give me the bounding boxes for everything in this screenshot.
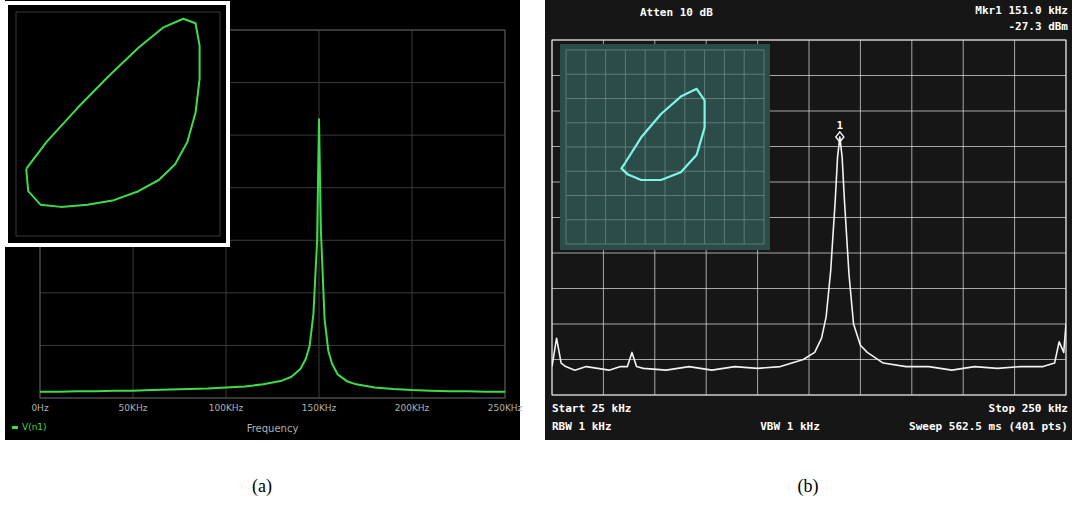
- panel-a: 0Hz 50KHz 100KHz 150KHz 200KHz 250KHz Frequenc…: [5, 0, 523, 440]
- panel-background: [5, 0, 520, 440]
- marker-label: 1: [837, 119, 844, 132]
- x-axis-title: Frequency: [247, 423, 299, 434]
- analyzer-annotation: -27.3 dBm: [1008, 20, 1068, 33]
- analyzer-annotation: VBW 1 kHz: [760, 420, 820, 433]
- plot-marks: [621, 89, 704, 180]
- inset-b: [560, 44, 770, 250]
- y-grid-line: [566, 98, 764, 99]
- legend-swatch: [12, 426, 18, 429]
- analyzer-annotation: Mkr1 151.0 kHz: [975, 4, 1068, 17]
- y-grid-line: [566, 171, 764, 172]
- y-grid-line: [566, 219, 764, 220]
- y-grid-line: [566, 244, 764, 245]
- panel-caption: (a): [252, 476, 272, 497]
- y-grid-line: [566, 74, 764, 75]
- y-grid-line: [566, 195, 764, 196]
- panel-background: [545, 0, 1072, 440]
- peak-marker: [836, 132, 844, 142]
- background: [0, 0, 1077, 506]
- panel-caption: (b): [798, 476, 819, 497]
- panel-b: 1 Atten 10 dB Mkr1 151.0 kHz -27.3 dBm Start…: [545, 0, 1072, 440]
- analyzer-annotation: Sweep 562.5 ms (401 pts): [909, 420, 1068, 433]
- x-tick-label: 100KHz: [209, 403, 244, 413]
- y-grid-line: [40, 345, 505, 346]
- inset-frame: [16, 12, 220, 236]
- figure: 0Hz 50KHz 100KHz 150KHz 200KHz 250KHz Frequenc…: [0, 0, 1077, 506]
- x-tick-label: 250KHz: [488, 403, 523, 413]
- y-grid-line: [40, 292, 505, 293]
- y-grid-line: [566, 147, 764, 148]
- y-grid-line: [552, 324, 1066, 325]
- x-grid-line: [319, 30, 320, 398]
- x-tick-label: 150KHz: [302, 403, 337, 413]
- plot-frame: [552, 40, 1066, 395]
- data-line: [26, 19, 199, 207]
- y-grid-line: [552, 253, 1066, 254]
- x-grid-line: [412, 30, 413, 398]
- analyzer-annotation: Stop 250 kHz: [989, 402, 1068, 415]
- y-grid-line: [552, 288, 1066, 289]
- y-grid-line: [566, 122, 764, 123]
- inset-a: [6, 3, 228, 245]
- x-tick-label: 0Hz: [31, 403, 48, 413]
- x-tick-label: 200KHz: [395, 403, 430, 413]
- analyzer-annotation: Atten 10 dB: [640, 6, 713, 19]
- y-grid-line: [566, 50, 764, 51]
- inset-background: [560, 44, 770, 250]
- analyzer-annotation: Start 25 kHz: [552, 402, 631, 415]
- legend-label: V(n1): [22, 422, 47, 432]
- x-tick-label: 50KHz: [119, 403, 148, 413]
- plot-marks: [26, 19, 199, 207]
- data-line: [621, 89, 704, 180]
- inset-background: [6, 3, 228, 245]
- analyzer-annotation: RBW 1 kHz: [552, 420, 612, 433]
